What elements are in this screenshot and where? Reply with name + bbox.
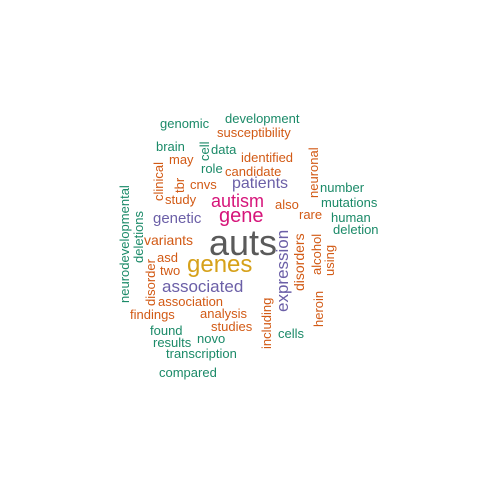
word-genomic: genomic <box>160 116 210 131</box>
word-gene: gene <box>219 205 264 227</box>
word-role: role <box>201 161 223 176</box>
word-autism: autism <box>211 191 264 211</box>
word-clinical: clinical <box>151 162 166 201</box>
word-deletion: deletion <box>333 222 379 237</box>
word-cell: cell <box>197 141 212 161</box>
word-mutations: mutations <box>321 195 378 210</box>
word-found: found <box>150 323 183 338</box>
word-compared: compared <box>159 365 217 380</box>
word-disorders: disorders <box>291 233 307 291</box>
word-disorder: disorder <box>143 258 158 306</box>
word-patients: patients <box>232 175 288 192</box>
word-transcription: transcription <box>166 346 237 361</box>
word-variants: variants <box>144 232 193 248</box>
word-identified: identified <box>241 150 293 165</box>
word-rare: rare <box>299 207 322 222</box>
word-cnvs: cnvs <box>190 177 217 192</box>
word-studies: studies <box>211 319 253 334</box>
word-expression: expression <box>273 230 292 312</box>
word-brain: brain <box>156 139 185 154</box>
word-neuronal: neuronal <box>306 147 321 198</box>
word-susceptibility: susceptibility <box>217 125 291 140</box>
word-auts: auts <box>209 222 277 263</box>
word-association: association <box>158 294 223 309</box>
word-associated: associated <box>162 277 243 296</box>
word-two: two <box>160 263 180 278</box>
word-results: results <box>153 335 192 350</box>
word-genes: genes <box>187 251 252 278</box>
word-development: development <box>225 111 300 126</box>
word-study: study <box>165 192 197 207</box>
word-using: using <box>322 245 337 276</box>
word-candidate: candidate <box>225 164 281 179</box>
word-neurodevelopmental: neurodevelopmental <box>117 185 132 303</box>
word-analysis: analysis <box>200 306 247 321</box>
word-may: may <box>169 152 194 167</box>
word-asd: asd <box>157 250 178 265</box>
word-deletions: deletions <box>131 210 146 263</box>
word-alcohol: alcohol <box>309 234 324 275</box>
word-findings: findings <box>130 307 175 322</box>
word-including: including <box>259 298 274 349</box>
word-genetic: genetic <box>153 210 202 227</box>
word-human: human <box>331 210 371 225</box>
word-number: number <box>320 180 365 195</box>
word-cells: cells <box>278 326 305 341</box>
word-heroin: heroin <box>311 291 326 327</box>
word-tbr: tbr <box>172 177 187 193</box>
word-also: also <box>275 197 299 212</box>
word-novo: novo <box>197 331 225 346</box>
word-data: data <box>211 142 237 157</box>
